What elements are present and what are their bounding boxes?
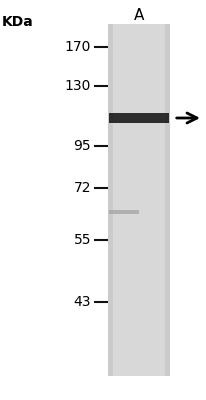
- Bar: [108, 113, 168, 123]
- Text: 72: 72: [73, 181, 91, 195]
- Bar: [107, 24, 112, 376]
- Bar: [164, 24, 169, 376]
- Text: 170: 170: [64, 40, 91, 54]
- Bar: [108, 210, 138, 214]
- Text: 43: 43: [73, 295, 91, 309]
- Text: 95: 95: [73, 139, 91, 153]
- Text: KDa: KDa: [2, 15, 34, 29]
- Text: 55: 55: [73, 233, 91, 247]
- Bar: [107, 24, 169, 376]
- Text: 130: 130: [64, 79, 91, 93]
- Text: A: A: [133, 8, 143, 24]
